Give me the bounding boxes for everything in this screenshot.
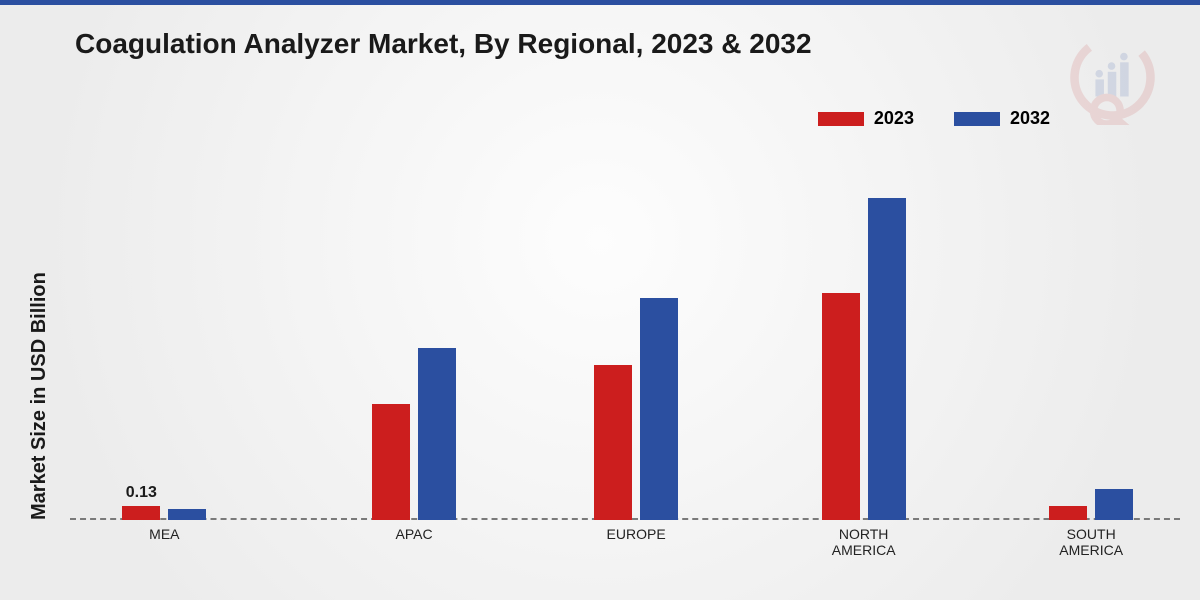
bar-2032 <box>640 298 678 520</box>
legend-swatch <box>954 112 1000 126</box>
bar-group: SOUTH AMERICA <box>1049 165 1133 520</box>
legend-item: 2023 <box>818 108 914 129</box>
bar-2023 <box>372 404 410 520</box>
bar-pair <box>822 165 906 520</box>
legend-label: 2023 <box>874 108 914 129</box>
bar-pair <box>372 165 456 520</box>
legend-label: 2032 <box>1010 108 1050 129</box>
chart-canvas: Coagulation Analyzer Market, By Regional… <box>0 0 1200 600</box>
bar-group: 0.13MEA <box>122 165 206 520</box>
bar-2032 <box>868 198 906 520</box>
bar-group: EUROPE <box>594 165 678 520</box>
bar-pair <box>594 165 678 520</box>
chart-title: Coagulation Analyzer Market, By Regional… <box>75 28 812 60</box>
bar-2032 <box>168 509 206 520</box>
bar-2023 <box>1049 506 1087 520</box>
legend-swatch <box>818 112 864 126</box>
top-accent-bar <box>0 0 1200 5</box>
bar-2032 <box>1095 489 1133 520</box>
category-label: EUROPE <box>607 526 666 542</box>
bar-pair: 0.13 <box>122 165 206 520</box>
watermark-logo-icon <box>1065 30 1160 125</box>
bar-value-label: 0.13 <box>126 484 157 502</box>
category-label: NORTH AMERICA <box>832 526 896 558</box>
legend-item: 2032 <box>954 108 1050 129</box>
bar-pair <box>1049 165 1133 520</box>
bar-group: APAC <box>372 165 456 520</box>
y-axis-label: Market Size in USD Billion <box>28 272 51 520</box>
plot-area: 0.13MEA APAC EUROPE NORTH AMERICA SOUTH AMER… <box>70 165 1180 520</box>
category-label: MEA <box>149 526 179 542</box>
bar-2023: 0.13 <box>122 506 160 520</box>
bar-2023 <box>822 293 860 520</box>
bar-2023 <box>594 365 632 520</box>
category-label: APAC <box>396 526 433 542</box>
category-label: SOUTH AMERICA <box>1059 526 1123 558</box>
legend: 2023 2032 <box>818 108 1050 129</box>
bar-group: NORTH AMERICA <box>822 165 906 520</box>
bar-2032 <box>418 348 456 520</box>
